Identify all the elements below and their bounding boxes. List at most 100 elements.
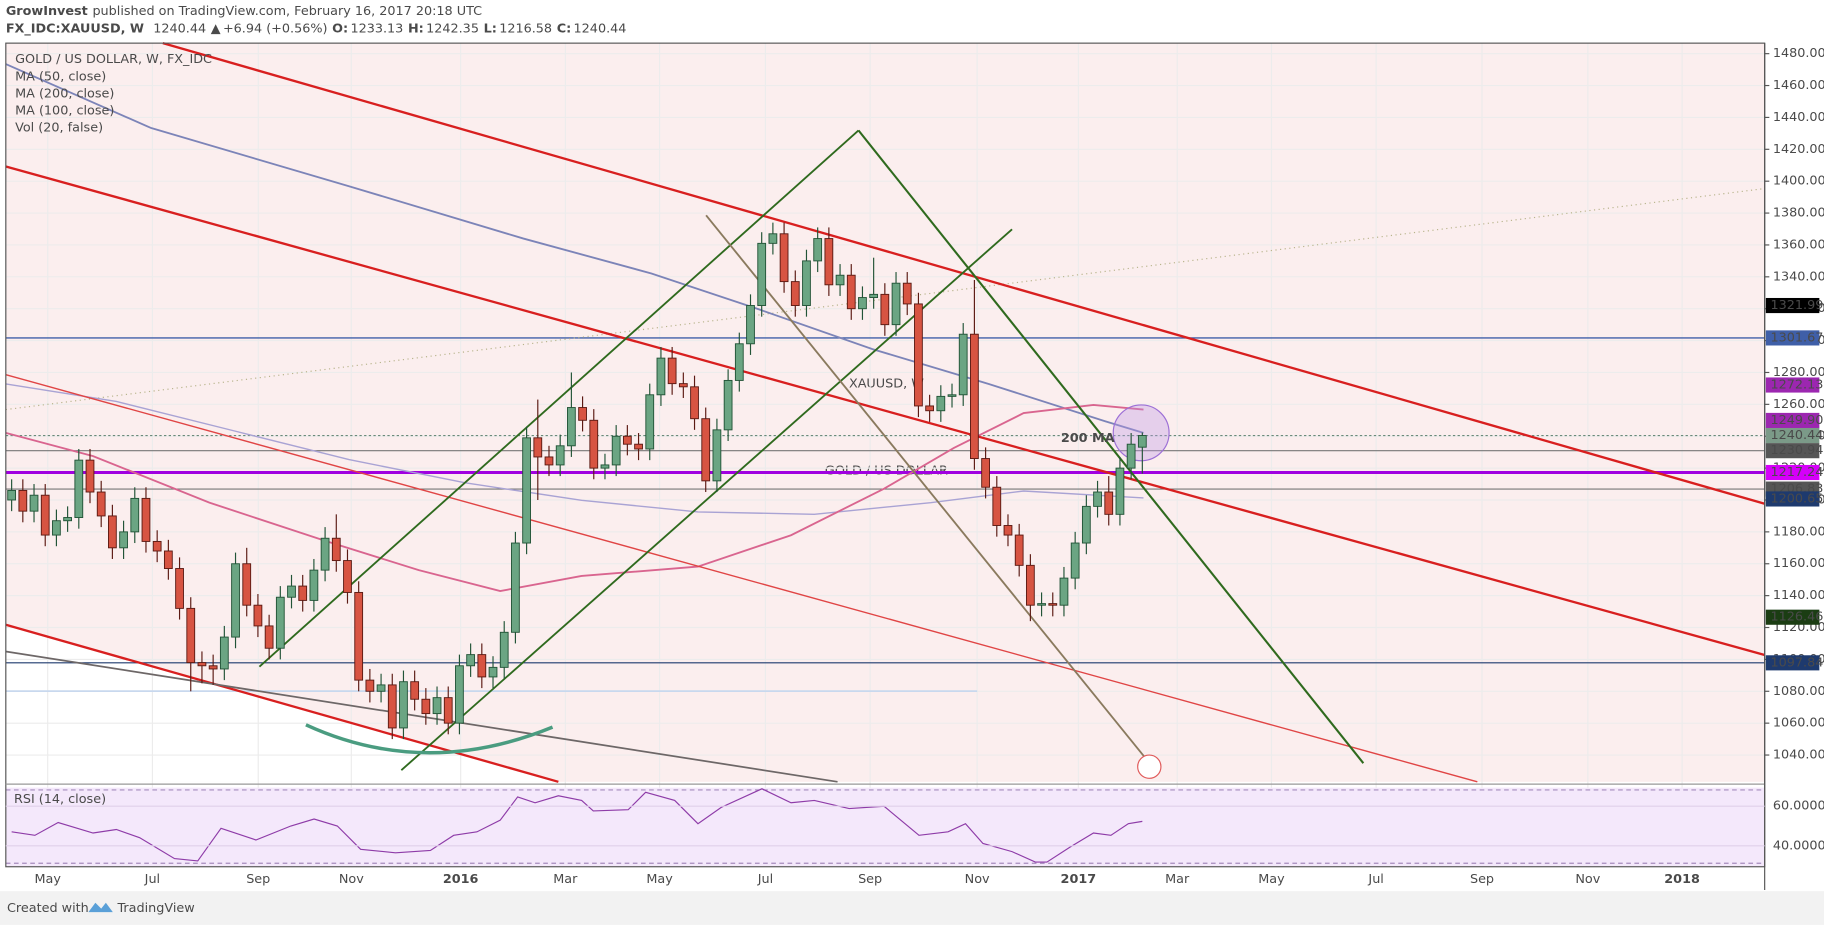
- price-badge: [1765, 427, 1820, 444]
- x-tick-label: May: [1258, 872, 1285, 887]
- ohlc-label: L:: [484, 22, 497, 37]
- footer-text: Created with: [7, 901, 89, 916]
- chart-title: GOLD / US DOLLAR, W, FX_IDC: [15, 52, 212, 67]
- watermark: XAUUSD, W: [849, 376, 924, 391]
- candle-body: [354, 591, 364, 681]
- price-badge-label: 1249.90: [1770, 413, 1823, 428]
- published: published on TradingView.com, February 1…: [92, 4, 482, 19]
- price-badge-label: 1301.67: [1770, 330, 1823, 345]
- price-badge: [1765, 377, 1820, 393]
- ohlc-value: 1216.58: [499, 22, 552, 37]
- candle-body: [208, 665, 218, 670]
- x-tick-label: Mar: [553, 872, 578, 887]
- candle-body: [902, 282, 912, 305]
- candle-body: [63, 517, 72, 522]
- candle-body: [790, 281, 800, 306]
- channel-top: [162, 42, 1765, 505]
- y-tick-label: 1040.00: [1773, 748, 1824, 763]
- candle-body: [1037, 603, 1046, 606]
- y-tick-label: 1400.00: [1773, 174, 1824, 189]
- y-tick-label: 1380.00: [1773, 206, 1824, 221]
- candle-body: [186, 607, 196, 664]
- x-tick-label: Sep: [1470, 872, 1494, 887]
- candle-body: [1137, 435, 1147, 448]
- candle-body: [421, 698, 431, 715]
- footer-brand[interactable]: TradingView: [116, 901, 194, 916]
- author: GrowInvest: [6, 4, 88, 19]
- rsi-tick-label: 40.0000: [1773, 838, 1824, 853]
- x-tick-label: May: [646, 872, 673, 887]
- ma-50: [5, 403, 1144, 592]
- price-badge: [1765, 443, 1820, 459]
- candle-body: [298, 585, 308, 601]
- footer-bar: [0, 891, 1824, 925]
- price-badge-label: 1230.94: [1770, 443, 1823, 458]
- candle-body: [1070, 542, 1080, 579]
- candle-body: [858, 297, 867, 310]
- y-tick-label: 1180.00: [1773, 524, 1824, 539]
- candle-body: [253, 604, 263, 627]
- candle-body: [163, 550, 173, 570]
- price-badge: [1765, 609, 1820, 625]
- event-icon: [1137, 754, 1162, 779]
- y-tick-label: 1480.00: [1773, 46, 1824, 61]
- price-badge-label: 1240.44: [1770, 428, 1823, 443]
- candle-body: [869, 293, 879, 299]
- candle-body: [410, 681, 420, 700]
- candle-body: [622, 435, 632, 445]
- candle-body: [824, 238, 834, 286]
- ma-200: [5, 63, 1144, 434]
- price-badge: [1765, 330, 1820, 346]
- logo: [88, 902, 113, 913]
- ma-100: [5, 383, 1144, 515]
- ohlc-label: O:: [332, 22, 348, 37]
- candle-body: [555, 445, 565, 466]
- trend-green: [400, 228, 1013, 771]
- candle-body: [18, 489, 28, 512]
- x-tick-label: Jul: [144, 872, 160, 887]
- ohlc-label: H:: [408, 22, 424, 37]
- price-badge-label: 1217.24: [1770, 465, 1823, 480]
- x-tick-label: Nov: [339, 872, 364, 887]
- candle-body: [1081, 505, 1091, 544]
- rsi-tick-label: 60.0000: [1773, 799, 1824, 814]
- candle-body: [141, 497, 151, 542]
- candle-body: [466, 654, 476, 667]
- channel-fill: [5, 43, 1765, 782]
- candle-body: [7, 489, 17, 501]
- frame: [0, 42, 1824, 925]
- candle-body: [645, 394, 655, 450]
- candle-body: [488, 666, 498, 678]
- y-tick-label: 1060.00: [1773, 716, 1824, 731]
- main-pane: [5, 43, 1765, 782]
- y-tick-label: 1140.00: [1773, 588, 1824, 603]
- candle-body: [947, 394, 957, 397]
- candle-body: [578, 407, 587, 421]
- trend-brown: [705, 214, 1147, 760]
- x-tick-label: 2018: [1664, 872, 1700, 887]
- candle-body: [231, 563, 240, 638]
- candle-body: [970, 333, 979, 460]
- candle-body: [734, 343, 744, 381]
- channel-bottom: [5, 623, 559, 783]
- y-tick-label: 1160.00: [1773, 556, 1824, 571]
- y-tick-label: 1280.00: [1773, 365, 1824, 380]
- candle-body: [1048, 603, 1058, 606]
- candle-body: [1025, 564, 1035, 606]
- candle-body: [880, 293, 890, 326]
- candle-body: [175, 568, 184, 609]
- candle-body: [533, 437, 543, 458]
- x-tick-label: Sep: [858, 872, 882, 887]
- trend-green: [857, 129, 1365, 764]
- candle-body: [219, 636, 229, 670]
- price-badge-label: 1097.84: [1770, 655, 1823, 670]
- candle-body: [1126, 443, 1136, 469]
- candle-body: [925, 405, 935, 412]
- candle-body: [455, 665, 464, 724]
- price-badge-label: 1272.13: [1770, 378, 1823, 393]
- x-tick-label: May: [34, 872, 61, 887]
- candle-body: [320, 537, 330, 571]
- candle-body: [130, 497, 140, 533]
- candle-body: [835, 274, 845, 286]
- candle-body: [981, 458, 990, 488]
